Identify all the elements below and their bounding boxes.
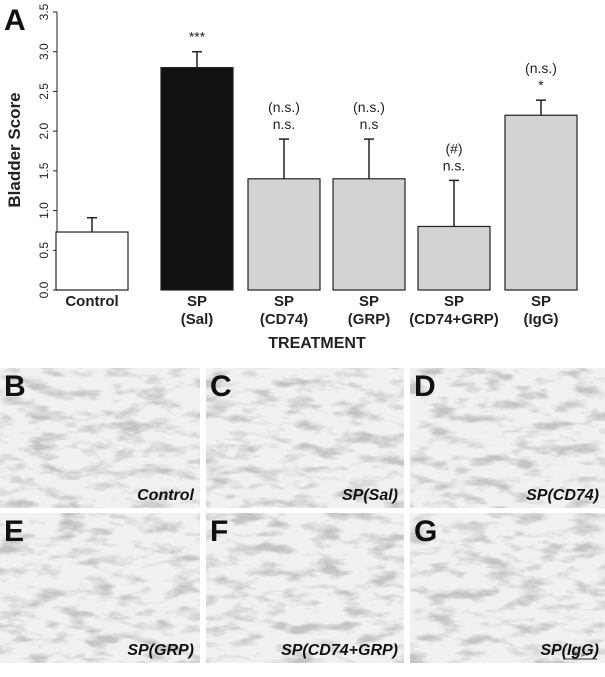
significance-label: n.s.	[443, 157, 466, 173]
y-tick-label: 2.0	[37, 122, 51, 139]
y-tick-label: 0.0	[37, 281, 51, 298]
bar	[55, 231, 129, 291]
micrograph	[206, 513, 404, 663]
x-tick-label: (CD74)	[260, 311, 308, 328]
panel-label: B	[4, 370, 26, 403]
significance-label: n.s.	[273, 116, 296, 132]
panel-caption: SP(GRP)	[127, 642, 194, 659]
x-tick-label: SP	[444, 293, 464, 310]
panel-caption: Control	[137, 487, 194, 504]
x-tick-label: (GRP)	[348, 311, 391, 328]
panel-caption: SP(Sal)	[342, 487, 398, 504]
significance-label: (n.s.)	[525, 60, 557, 76]
panel-label: A	[4, 4, 26, 37]
micrograph	[410, 368, 605, 508]
bar	[504, 114, 578, 291]
micrograph	[0, 368, 200, 508]
x-tick-label: (IgG)	[524, 311, 559, 328]
significance-label: n.s	[360, 116, 379, 132]
panel-label: E	[4, 515, 24, 548]
y-tick-label: 3.5	[37, 3, 51, 20]
micrograph	[206, 368, 404, 508]
panel-caption: SP(CD74+GRP)	[281, 642, 398, 659]
significance-label: (n.s.)	[268, 99, 300, 115]
panel-caption: SP(CD74)	[526, 487, 599, 504]
panel-label: D	[414, 370, 436, 403]
bar	[417, 225, 491, 291]
y-tick-label: 1.5	[37, 162, 51, 179]
scale-bar-label: 400 µm	[572, 652, 589, 658]
panel-label: C	[210, 370, 232, 403]
bar	[247, 178, 321, 291]
significance-label: *	[538, 77, 544, 93]
panel-caption: SP(IgG)	[540, 642, 599, 659]
y-tick-label: 0.5	[37, 242, 51, 259]
y-axis-label: Bladder Score	[5, 92, 24, 207]
x-tick-label: SP	[359, 293, 379, 310]
x-tick-label: (CD74+GRP)	[409, 311, 499, 328]
significance-label: ***	[189, 29, 206, 45]
x-tick-label: SP	[187, 293, 207, 310]
significance-label: (#)	[445, 140, 462, 156]
y-tick-label: 1.0	[37, 202, 51, 219]
bar	[160, 66, 234, 291]
panel-label: F	[210, 515, 228, 548]
x-tick-label: Control	[65, 293, 118, 310]
significance-label: (n.s.)	[353, 99, 385, 115]
micrograph	[410, 513, 605, 663]
micrograph	[0, 513, 200, 663]
y-tick-label: 3.0	[37, 43, 51, 60]
panel-label: G	[414, 515, 437, 548]
bar	[332, 178, 406, 291]
x-tick-label: (Sal)	[181, 311, 214, 328]
y-tick-label: 2.5	[37, 83, 51, 100]
x-tick-label: SP	[274, 293, 294, 310]
x-tick-label: SP	[531, 293, 551, 310]
x-axis-label: TREATMENT	[268, 335, 366, 352]
